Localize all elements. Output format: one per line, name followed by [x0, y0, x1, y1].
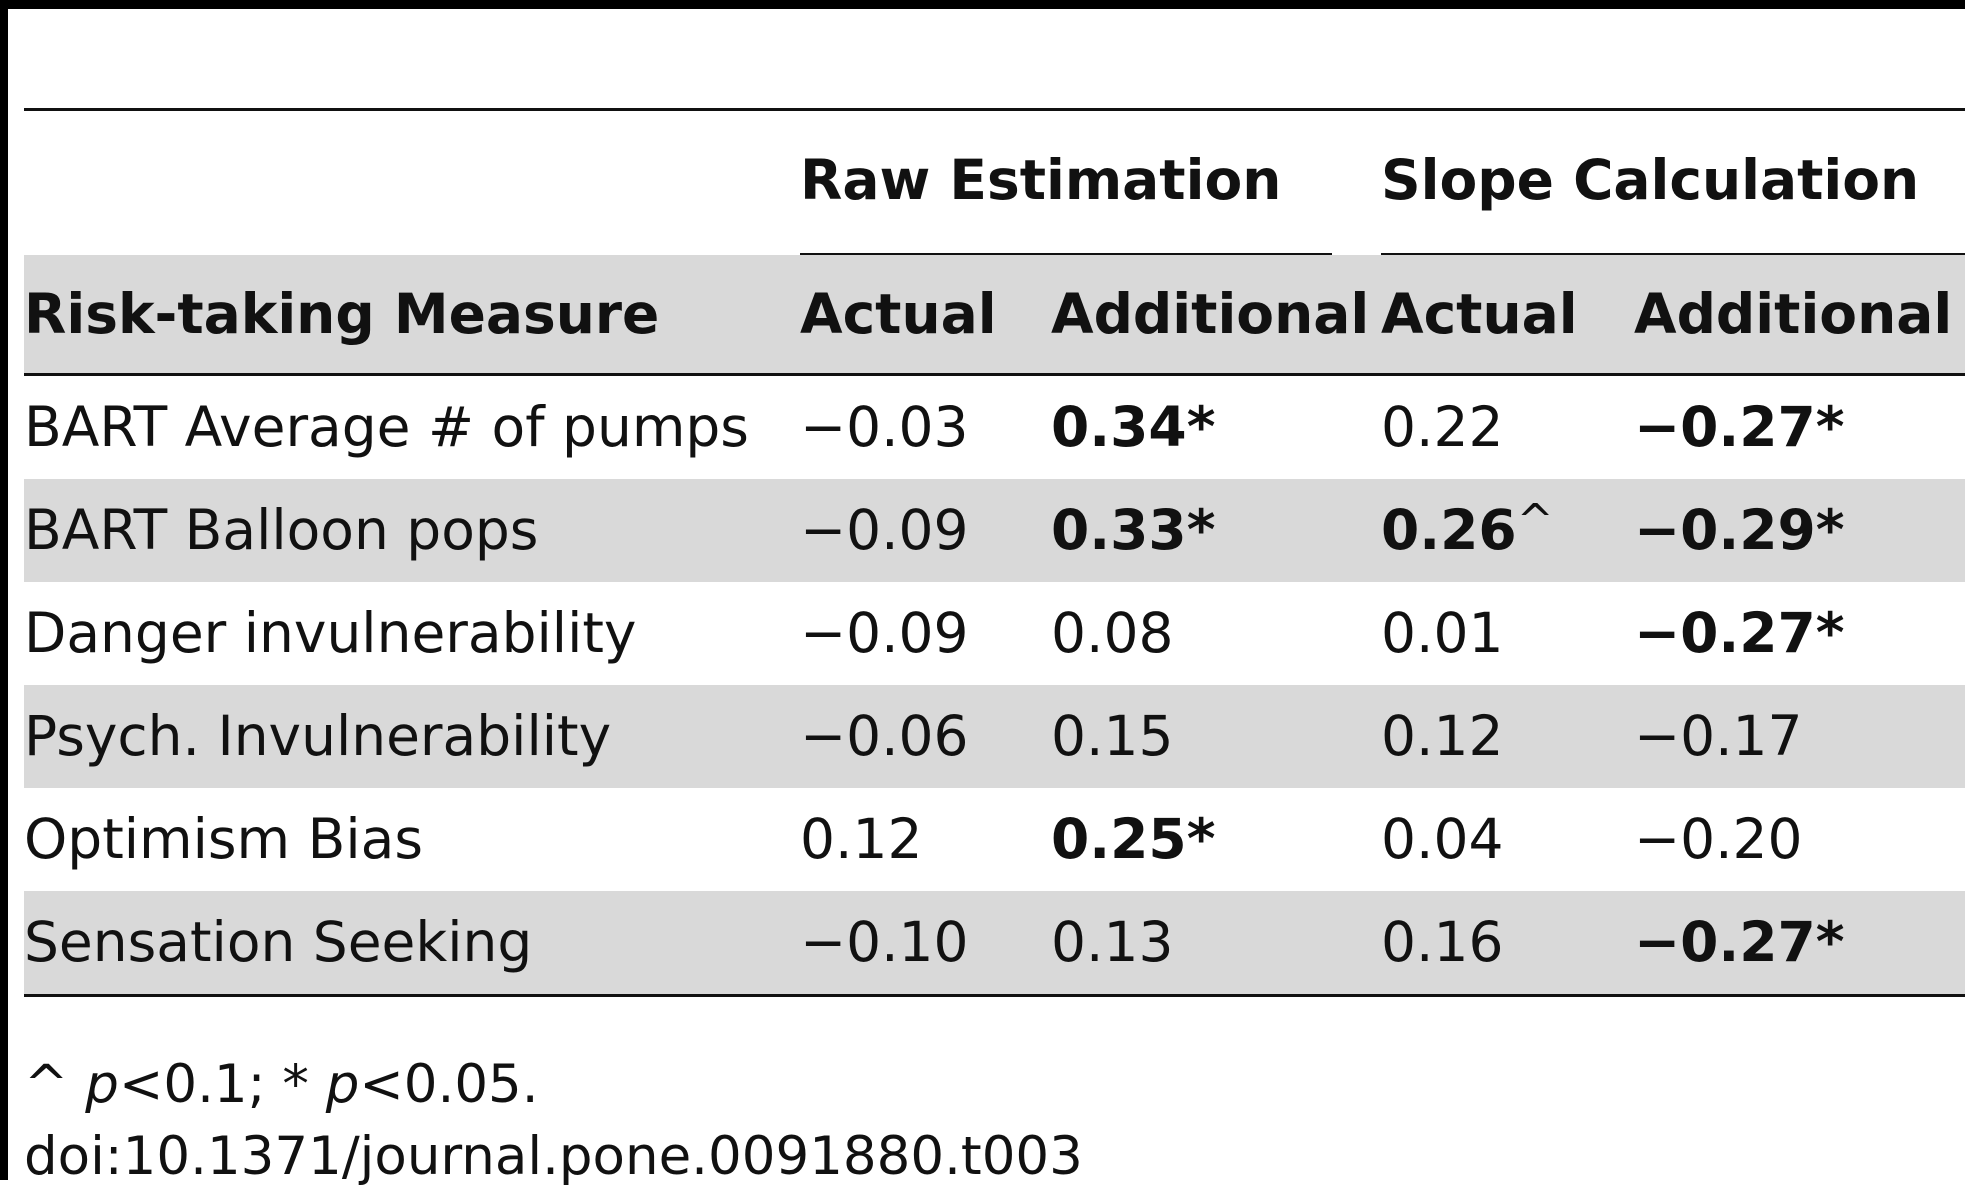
top-border [0, 0, 1965, 9]
group-header-row: Raw Estimation Slope Calculation [24, 111, 1965, 256]
column-header-row: Risk-taking Measure Actual Additional Ac… [24, 255, 1965, 376]
value-text: −0.10 [800, 910, 969, 974]
value-text: 0.16 [1381, 910, 1504, 974]
value-text: 0.12 [800, 807, 923, 871]
value-text: 0.13 [1051, 910, 1174, 974]
value-cell-slope-actual: 0.22 [1381, 376, 1503, 479]
measure-cell: Danger invulnerability [24, 601, 637, 665]
value-text: 0.25* [1051, 807, 1216, 871]
measure-cell: BART Balloon pops [24, 498, 539, 562]
column-header-raw-additional: Additional [1051, 281, 1370, 346]
value-cell-raw-additional: 0.08 [1051, 582, 1173, 685]
table-row: Psych. Invulnerability −0.06 0.15 0.12 −0.17 [24, 685, 1965, 788]
value-cell-slope-actual: 0.26 ^ [1381, 479, 1554, 582]
value-text: −0.06 [800, 704, 969, 768]
measure-cell: Optimism Bias [24, 807, 423, 871]
column-header-slope-additional: Additional [1634, 281, 1953, 346]
value-cell-raw-actual: 0.12 [800, 788, 922, 891]
value-cell-raw-additional: 0.25* [1051, 788, 1215, 891]
value-cell-raw-actual: −0.09 [800, 479, 969, 582]
footnote-p-symbol-1: p [85, 1054, 119, 1115]
table-row: Optimism Bias 0.12 0.25* 0.04 −0.20 [24, 788, 1965, 891]
value-cell-raw-additional: 0.13 [1051, 891, 1173, 994]
value-text: −0.27* [1634, 910, 1845, 974]
doi-link[interactable]: doi:10.1371/journal.pone.0091880.t003 [24, 1126, 1083, 1187]
value-text: −0.17 [1634, 704, 1803, 768]
table-top-rule [24, 108, 1965, 111]
value-cell-slope-additional: −0.29* [1634, 479, 1845, 582]
group-underline-slope [1381, 253, 1965, 256]
value-text: 0.15 [1051, 704, 1174, 768]
table-row: BART Average # of pumps −0.03 0.34* 0.22 −0.… [24, 376, 1965, 479]
value-cell-raw-additional: 0.33* [1051, 479, 1215, 582]
table-bottom-rule [24, 994, 1965, 997]
value-text: 0.01 [1381, 601, 1504, 665]
footnote-p-symbol-2: p [325, 1054, 360, 1115]
value-cell-slope-actual: 0.16 [1381, 891, 1503, 994]
significance-footnote: ^ p<0.1; * p<0.05. [24, 1058, 539, 1111]
value-text: 0.04 [1381, 807, 1504, 871]
group-header-slope-calculation: Slope Calculation [1381, 148, 1920, 212]
column-header-raw-actual: Actual [800, 281, 997, 346]
measure-cell: BART Average # of pumps [24, 395, 749, 459]
value-text: −0.20 [1634, 807, 1803, 871]
footnote-caret: ^ [24, 1054, 69, 1115]
value-text: 0.26 [1381, 498, 1517, 562]
value-cell-raw-additional: 0.34* [1051, 376, 1215, 479]
value-cell-slope-additional: −0.27* [1634, 376, 1845, 479]
table-row: Sensation Seeking −0.10 0.13 0.16 −0.27* [24, 891, 1965, 994]
table-body: BART Average # of pumps −0.03 0.34* 0.22 −0.… [24, 376, 1965, 994]
value-text: −0.29* [1634, 498, 1845, 562]
value-cell-slope-additional: −0.27* [1634, 582, 1845, 685]
footnote-second-threshold: <0.05. [359, 1054, 539, 1115]
table-row: BART Balloon pops −0.09 0.33* 0.26 ^ −0.29* [24, 479, 1965, 582]
value-cell-slope-actual: 0.04 [1381, 788, 1503, 891]
value-cell-slope-actual: 0.01 [1381, 582, 1503, 685]
value-cell-slope-actual: 0.12 [1381, 685, 1503, 788]
column-header-measure: Risk-taking Measure [24, 281, 660, 346]
value-cell-raw-actual: −0.06 [800, 685, 969, 788]
measure-cell: Sensation Seeking [24, 910, 533, 974]
group-header-raw-estimation: Raw Estimation [800, 148, 1282, 212]
measure-cell: Psych. Invulnerability [24, 704, 612, 768]
value-cell-raw-actual: −0.10 [800, 891, 969, 994]
value-text: −0.03 [800, 395, 969, 459]
value-text: 0.34* [1051, 395, 1216, 459]
value-cell-raw-actual: −0.03 [800, 376, 969, 479]
value-cell-slope-additional: −0.27* [1634, 891, 1845, 994]
value-cell-raw-actual: −0.09 [800, 582, 969, 685]
value-text: −0.09 [800, 601, 969, 665]
left-border [0, 0, 8, 1180]
value-text: −0.09 [800, 498, 969, 562]
value-text: 0.08 [1051, 601, 1174, 665]
results-table: Raw Estimation Slope Calculation Risk-ta… [24, 108, 1965, 997]
value-cell-raw-additional: 0.15 [1051, 685, 1173, 788]
value-text: −0.27* [1634, 395, 1845, 459]
value-text: −0.27* [1634, 601, 1845, 665]
footnote-first-threshold: <0.1; * [118, 1054, 326, 1115]
group-underline-raw [800, 253, 1332, 256]
significance-mark: ^ [1516, 494, 1554, 546]
value-text: 0.12 [1381, 704, 1504, 768]
column-header-slope-actual: Actual [1381, 281, 1578, 346]
value-cell-slope-additional: −0.20 [1634, 788, 1803, 891]
table-row: Danger invulnerability −0.09 0.08 0.01 −0.27… [24, 582, 1965, 685]
value-text: 0.22 [1381, 395, 1504, 459]
value-cell-slope-additional: −0.17 [1634, 685, 1803, 788]
value-text: 0.33* [1051, 498, 1216, 562]
